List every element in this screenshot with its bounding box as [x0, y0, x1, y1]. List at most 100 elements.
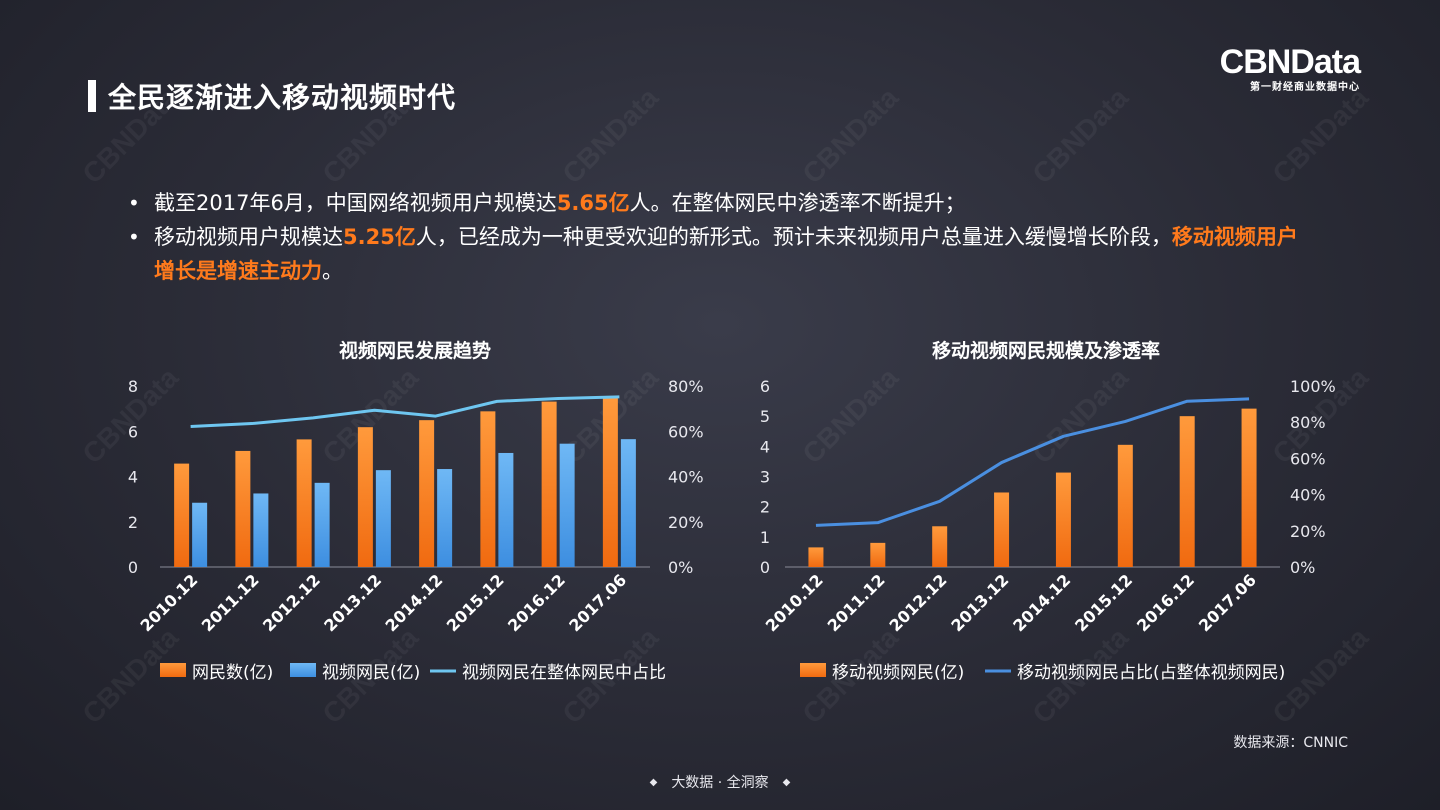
- chart-bar: [296, 439, 312, 567]
- y-tick-label: 1: [760, 528, 770, 547]
- x-tick-label: 2011.12: [824, 570, 889, 635]
- y2-tick-label: 40%: [668, 468, 704, 487]
- bullet-highlight: 5.65亿: [556, 191, 630, 215]
- y-tick-label: 8: [128, 377, 138, 396]
- footer: ◆ 大数据 · 全洞察 ◆: [0, 772, 1440, 792]
- title-accent-bar: [88, 80, 96, 112]
- y-tick-label: 4: [760, 437, 770, 456]
- y2-tick-label: 60%: [1290, 449, 1326, 468]
- bullet-segment: 。: [322, 259, 343, 283]
- legend-label: 移动视频网民占比(占整体视频网民): [1017, 663, 1285, 683]
- chart-bar: [994, 492, 1010, 567]
- chart-bar: [192, 502, 208, 567]
- chart-bar: [620, 439, 636, 567]
- chart-bar: [602, 397, 618, 567]
- bullet-segment: 截至2017年6月，中国网络视频用户规模达: [154, 191, 557, 215]
- chart-bar: [932, 526, 948, 567]
- y-tick-label: 6: [760, 377, 770, 396]
- y2-tick-label: 60%: [668, 422, 704, 441]
- y2-tick-label: 0%: [668, 558, 693, 577]
- legend-swatch: [290, 663, 316, 677]
- chart-series-line: [190, 395, 620, 428]
- x-tick-label: 2014.12: [381, 570, 446, 635]
- bullet-list: • 截至2017年6月，中国网络视频用户规模达5.65亿人。在整体网民中渗透率不…: [128, 186, 1308, 288]
- y2-tick-label: 40%: [1290, 486, 1326, 505]
- y2-tick-label: 80%: [668, 377, 704, 396]
- chart-bar: [498, 452, 514, 567]
- chart-bar: [1117, 444, 1133, 567]
- y-tick-label: 5: [760, 407, 770, 426]
- x-tick-label: 2016.12: [504, 570, 569, 635]
- chart-bar: [541, 401, 557, 567]
- bullet-text: 移动视频用户规模达5.25亿人，已经成为一种更受欢迎的新形式。预计未来视频用户总…: [154, 220, 1308, 288]
- y2-tick-label: 0%: [1290, 558, 1315, 577]
- x-tick-label: 2015.12: [1071, 570, 1136, 635]
- diamond-icon: ◆: [649, 777, 658, 788]
- bullet-segment: 人，已经成为一种更受欢迎的新形式。预计未来视频用户总量进入缓慢增长阶段，: [415, 225, 1172, 249]
- chart-bar: [419, 420, 435, 567]
- x-tick-label: 2017.06: [1195, 570, 1260, 635]
- y-tick-label: 2: [760, 498, 770, 517]
- cbndata-logo: CBNData 第一财经商业数据中心: [1219, 43, 1361, 93]
- bullet-highlight: 移动视频用户增长是增速主动力: [154, 225, 1298, 283]
- bullet-item: • 移动视频用户规模达5.25亿人，已经成为一种更受欢迎的新形式。预计未来视频用…: [128, 220, 1308, 288]
- page-title: 全民逐渐进入移动视频时代: [108, 81, 457, 114]
- legend-swatch: [800, 663, 826, 677]
- y-tick-label: 0: [128, 558, 138, 577]
- chart-bar: [808, 547, 824, 567]
- x-tick-label: 2012.12: [259, 570, 324, 635]
- legend-swatch: [160, 663, 186, 677]
- x-tick-label: 2016.12: [1133, 570, 1198, 635]
- legend-label: 视频网民(亿): [322, 663, 420, 683]
- chart-bar: [1055, 472, 1071, 567]
- chart-bar: [235, 450, 251, 567]
- chart-bar: [375, 470, 391, 567]
- chart-bar: [870, 542, 886, 567]
- chart-bar: [559, 443, 575, 567]
- chart-series-line: [815, 397, 1250, 527]
- chart-bar: [1179, 416, 1195, 567]
- bullet-highlight: 5.25亿: [343, 225, 416, 249]
- chart-bar: [480, 411, 496, 567]
- chart-bar: [357, 427, 373, 567]
- x-tick-label: 2017.06: [565, 570, 630, 635]
- x-tick-label: 2011.12: [198, 570, 263, 635]
- data-source: 数据来源：CNNIC: [1233, 735, 1348, 751]
- bullet-text: 截至2017年6月，中国网络视频用户规模达5.65亿人。在整体网民中渗透率不断提…: [154, 186, 966, 220]
- y-tick-label: 4: [128, 468, 138, 487]
- bullet-dot: •: [128, 225, 140, 249]
- legend-label: 移动视频网民(亿): [832, 663, 964, 683]
- legend-label: 网民数(亿): [192, 663, 273, 683]
- footer-text: 大数据 · 全洞察: [671, 775, 769, 791]
- bullet-segment: 移动视频用户规模达: [154, 225, 343, 249]
- legend-label: 视频网民在整体网民中占比: [462, 663, 666, 683]
- bullet-item: • 截至2017年6月，中国网络视频用户规模达5.65亿人。在整体网民中渗透率不…: [128, 186, 1308, 220]
- bullet-segment: 人。在整体网民中渗透率不断提升；: [629, 191, 966, 215]
- logo-sub-text: 第一财经商业数据中心: [1250, 82, 1360, 93]
- chart-bar: [253, 493, 269, 567]
- bullet-dot: •: [128, 191, 140, 215]
- logo-main-text: CBNData: [1219, 43, 1361, 81]
- chart-bar: [1241, 408, 1257, 567]
- x-tick-label: 2013.12: [947, 570, 1012, 635]
- y2-tick-label: 20%: [1290, 522, 1326, 541]
- x-tick-label: 2014.12: [1009, 570, 1074, 635]
- x-tick-label: 2010.12: [136, 570, 201, 635]
- y2-tick-label: 80%: [1290, 413, 1326, 432]
- chart-title: 移动视频网民规模及渗透率: [932, 339, 1160, 362]
- y-tick-label: 3: [760, 468, 770, 487]
- chart-bar: [314, 482, 330, 567]
- x-tick-label: 2010.12: [762, 570, 827, 635]
- chart-title: 视频网民发展趋势: [339, 339, 491, 362]
- x-tick-label: 2012.12: [886, 570, 951, 635]
- x-tick-label: 2013.12: [320, 570, 385, 635]
- diamond-icon: ◆: [782, 777, 791, 788]
- chart-bar: [174, 463, 190, 567]
- y2-tick-label: 20%: [668, 513, 704, 532]
- chart-bar: [437, 469, 453, 567]
- y-tick-label: 6: [128, 422, 138, 441]
- y2-tick-label: 100%: [1290, 377, 1336, 396]
- y-tick-label: 2: [128, 513, 138, 532]
- y-tick-label: 0: [760, 558, 770, 577]
